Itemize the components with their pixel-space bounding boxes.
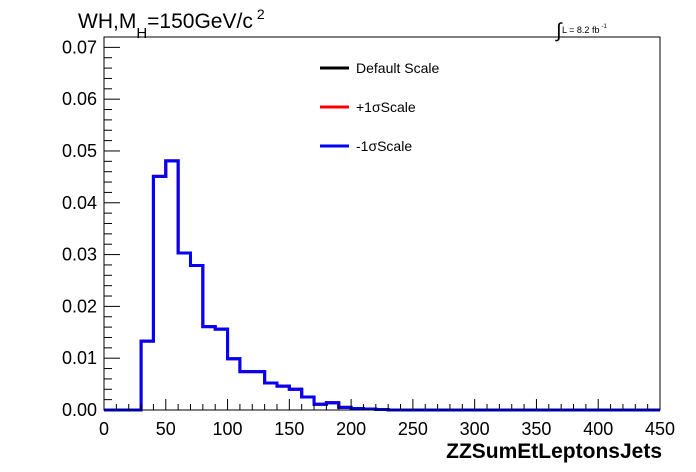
series-line-2 <box>104 159 660 412</box>
x-tick-label: 0 <box>99 419 109 439</box>
x-tick-label: 100 <box>213 419 243 439</box>
x-tick-label: 250 <box>398 419 428 439</box>
series-line-1 <box>104 159 660 412</box>
axis-layer: 0 50 100 150 200 250 300 350 400 450 0.00 0.01 0.02 0… <box>62 36 675 439</box>
x-tick-label: 200 <box>336 419 366 439</box>
x-tick-label: 50 <box>156 419 176 439</box>
x-tick-label: 450 <box>645 419 675 439</box>
y-tick-label: 0.03 <box>62 245 97 265</box>
y-tick-label: 0.05 <box>62 141 97 161</box>
x-tick-label: 150 <box>274 419 304 439</box>
legend: Default Scale +1σScale -1σScale <box>320 60 439 154</box>
legend-label: -1σScale <box>356 138 412 154</box>
y-tick-label: 0.01 <box>62 348 97 368</box>
y-tick-label: 0.06 <box>62 89 97 109</box>
luminosity-text: L = 8.2 fb <box>562 25 600 35</box>
title-subscript: H <box>136 25 148 42</box>
plot-title: WH,MH=150GeV/c 2 <box>78 6 265 42</box>
y-tick-label: 0.00 <box>62 400 97 420</box>
luminosity-superscript: -1 <box>601 24 607 30</box>
series-layer <box>104 159 660 412</box>
x-tick-label: 400 <box>583 419 613 439</box>
title-rest: =150GeV/c <box>147 10 253 33</box>
x-tick-label: 300 <box>460 419 490 439</box>
x-axis-label: ZZSumEtLeptonsJets <box>446 440 662 463</box>
y-tick-label: 0.07 <box>62 37 97 57</box>
series-line-0 <box>104 159 660 412</box>
luminosity-label: ∫ L = 8.2 fb -1 <box>556 16 607 42</box>
integral-icon: ∫ <box>556 20 562 42</box>
y-tick-label: 0.04 <box>62 193 97 213</box>
title-superscript: 2 <box>256 6 265 22</box>
legend-label: +1σScale <box>356 99 416 115</box>
title-main: WH,M <box>78 10 137 33</box>
legend-label: Default Scale <box>356 60 439 76</box>
y-tick-label: 0.02 <box>62 296 97 316</box>
plot-frame <box>103 36 661 411</box>
x-tick-label: 350 <box>521 419 551 439</box>
